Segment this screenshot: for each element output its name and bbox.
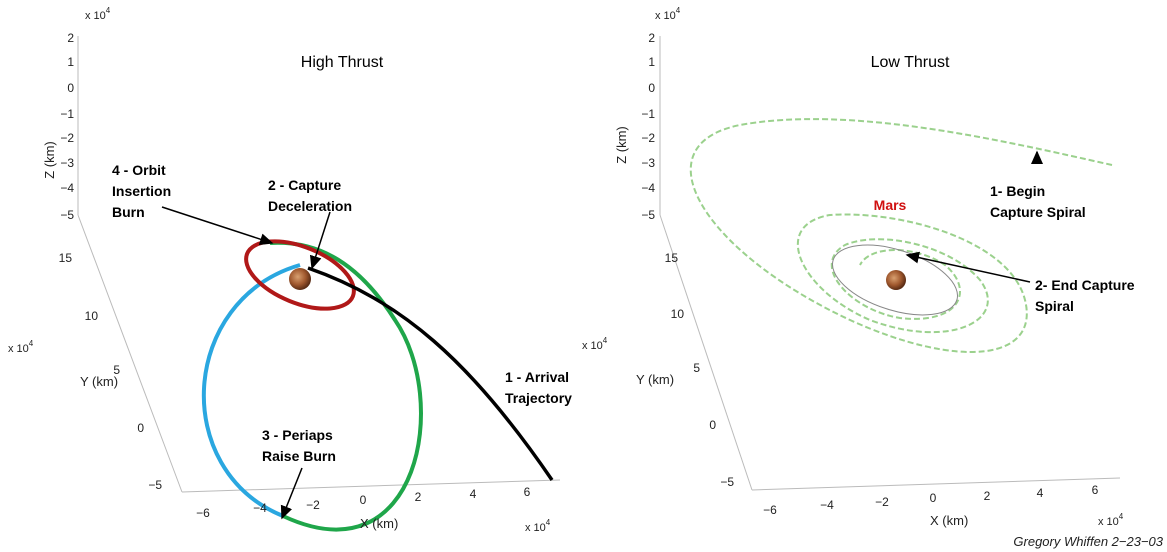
annotation: Capture Spiral <box>990 204 1086 220</box>
y-tick-label: 0 <box>709 418 716 432</box>
multiplier-exp: 4 <box>106 6 111 15</box>
annotation: 1 - Arrival <box>505 369 569 385</box>
y-axis-label: Y (km) <box>80 374 118 389</box>
mars-label: Mars <box>874 197 907 213</box>
z-tick-label: −3 <box>641 156 655 170</box>
right-frame <box>660 36 1120 490</box>
multiplier-base: x 10 <box>8 343 29 355</box>
x-axis-label: X (km) <box>930 513 968 528</box>
left-orbits <box>204 228 552 530</box>
z-tick-label: −1 <box>60 107 74 121</box>
z-tick-label: −2 <box>60 131 74 145</box>
z-tick-label: −3 <box>60 156 74 170</box>
y-tick-label: 15 <box>59 251 73 265</box>
annotation: Deceleration <box>268 198 352 214</box>
annotation: 2 - Capture <box>268 177 341 193</box>
annotation: Burn <box>112 204 145 220</box>
multiplier: x 104 <box>8 339 34 355</box>
z-tick-label: −2 <box>641 131 655 145</box>
annotation: Insertion <box>112 183 171 199</box>
multiplier: x 104 <box>582 336 608 352</box>
z-tick-label: −1 <box>641 107 655 121</box>
x-tick-label: −6 <box>196 506 210 520</box>
multiplier-base: x 10 <box>85 10 106 22</box>
z-tick-label: −4 <box>60 181 74 195</box>
panel-title: High Thrust <box>301 54 384 71</box>
y-tick-label: 5 <box>693 361 700 375</box>
annotation: Spiral <box>1035 298 1074 314</box>
y-tick-label: −5 <box>148 478 162 492</box>
x-tick-label: −6 <box>763 503 777 517</box>
x-tick-label: 4 <box>470 487 477 501</box>
z-tick-label: −5 <box>60 208 74 222</box>
multiplier-base: x 10 <box>1098 516 1119 528</box>
multiplier-base: x 10 <box>655 10 676 22</box>
x-tick-label: 4 <box>1037 486 1044 500</box>
x-tick-label: 0 <box>930 491 937 505</box>
left-frame <box>78 36 560 492</box>
multiplier-exp: 4 <box>603 336 608 345</box>
panel-title: Low Thrust <box>871 54 950 71</box>
multiplier-exp: 4 <box>546 518 551 527</box>
y-tick-label: 10 <box>85 309 99 323</box>
annotation: 2- End Capture <box>1035 277 1135 293</box>
annotation: 3 - Periaps <box>262 427 333 443</box>
spiral <box>691 119 1112 352</box>
z-tick-label: 2 <box>67 31 74 45</box>
y-tick-label: 10 <box>671 307 685 321</box>
z-tick-label: 0 <box>648 81 655 95</box>
x-tick-label: 6 <box>1092 483 1099 497</box>
credit: Gregory Whiffen 2−23−03 <box>1013 534 1163 549</box>
z-tick-label: −5 <box>641 208 655 222</box>
z-tick-label: 1 <box>67 55 74 69</box>
multiplier-exp: 4 <box>29 339 34 348</box>
x-tick-label: 6 <box>524 485 531 499</box>
x-tick-label: 0 <box>360 493 367 507</box>
annotation: Trajectory <box>505 390 572 406</box>
multiplier-exp: 4 <box>676 6 681 15</box>
x-tick-label: 2 <box>415 490 422 504</box>
multiplier: x 104 <box>655 6 681 22</box>
y-tick-label: 15 <box>665 251 679 265</box>
figure: 210−1−2−3−4−5151050−5−6−4−20246x 104x 10… <box>0 0 1167 552</box>
y-tick-label: 0 <box>137 421 144 435</box>
multiplier-exp: 4 <box>1119 512 1124 521</box>
multiplier-base: x 10 <box>525 522 546 534</box>
z-tick-label: 0 <box>67 81 74 95</box>
z-tick-label: 2 <box>648 31 655 45</box>
z-tick-label: −4 <box>641 181 655 195</box>
z-tick-label: 1 <box>648 55 655 69</box>
y-tick-label: −5 <box>720 475 734 489</box>
x-tick-label: 2 <box>984 489 991 503</box>
x-axis-label: X (km) <box>360 516 398 531</box>
x-tick-label: −2 <box>306 498 320 512</box>
y-axis-label: Y (km) <box>636 372 674 387</box>
multiplier: x 104 <box>525 518 551 534</box>
annotation: 1- Begin <box>990 183 1045 199</box>
multiplier: x 104 <box>85 6 111 22</box>
x-tick-label: −4 <box>253 501 267 515</box>
x-tick-label: −2 <box>875 495 889 509</box>
z-axis-label: Z (km) <box>42 141 57 179</box>
multiplier: x 104 <box>1098 512 1124 528</box>
annotation: Raise Burn <box>262 448 336 464</box>
z-axis-label: Z (km) <box>614 126 629 164</box>
x-tick-label: −4 <box>820 498 834 512</box>
annotation: 4 - Orbit <box>112 162 166 178</box>
multiplier-base: x 10 <box>582 340 603 352</box>
